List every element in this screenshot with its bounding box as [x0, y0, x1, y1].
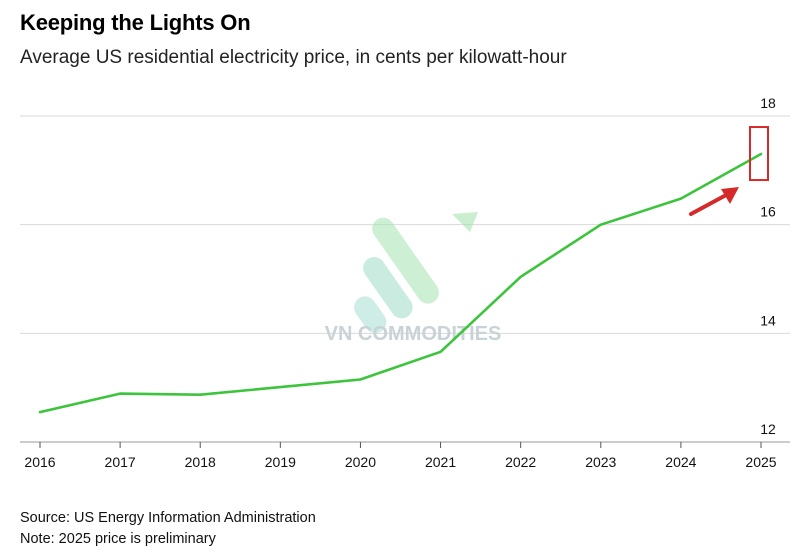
x-tick-label-2020: 2020	[345, 454, 376, 470]
x-tick-label-2016: 2016	[24, 454, 55, 470]
x-tick-label-2024: 2024	[665, 454, 696, 470]
watermark-arrow-icon	[452, 212, 478, 232]
highlight-box-2025	[749, 126, 769, 182]
line-chart: 18 16 14 12 VN COMMODITIES 2016 2017 2018 2019…	[20, 95, 790, 470]
highlight-annotations	[689, 126, 769, 217]
highlight-arrow-head-icon	[721, 187, 739, 205]
series-line-electricity-price	[38, 152, 763, 414]
watermark-bar-2	[363, 257, 413, 319]
x-tick-label-2022: 2022	[505, 454, 536, 470]
y-tick-label-14: 14	[760, 312, 776, 328]
x-tick-label-2019: 2019	[265, 454, 296, 470]
y-tick-label-12: 12	[760, 421, 776, 437]
x-tick-label-2017: 2017	[105, 454, 136, 470]
x-tick-label-2025: 2025	[745, 454, 776, 470]
chart-subtitle: Average US residential electricity price…	[20, 47, 567, 68]
chart-title: Keeping the Lights On	[20, 10, 251, 35]
watermark-logo: VN COMMODITIES	[325, 212, 502, 345]
watermark-text: VN COMMODITIES	[325, 323, 502, 345]
watermark-bar-3	[372, 217, 439, 304]
x-tick-label-2023: 2023	[585, 454, 616, 470]
y-tick-label-18: 18	[760, 95, 776, 111]
x-tick-label-2018: 2018	[185, 454, 216, 470]
y-tick-label-16: 16	[760, 204, 776, 220]
highlight-arrow	[689, 192, 730, 217]
watermark-bar-1	[354, 296, 387, 334]
source-note: Source: US Energy Information Administra…	[20, 510, 316, 526]
preliminary-note: Note: 2025 price is preliminary	[20, 531, 216, 547]
x-tick-label-2021: 2021	[425, 454, 456, 470]
